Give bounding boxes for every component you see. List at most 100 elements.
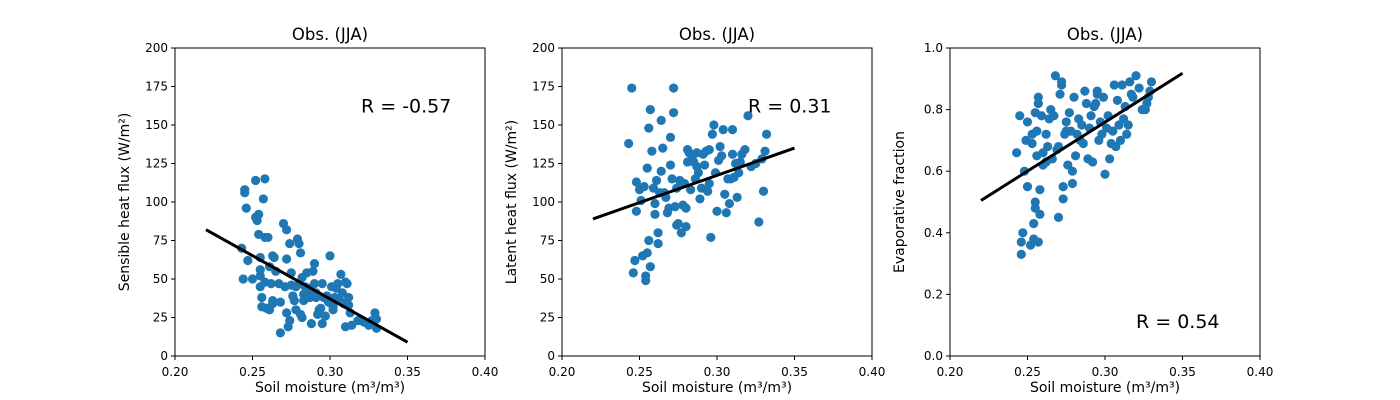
scatter-point — [1041, 129, 1051, 139]
scatter-point — [1131, 71, 1141, 81]
scatter-point — [1022, 182, 1033, 192]
scatter-point — [656, 166, 666, 176]
scatter-point — [309, 279, 320, 289]
correlation-annotation: R = -0.57 — [361, 96, 451, 118]
scatter-point — [707, 129, 717, 139]
y-tick-label: 25 — [540, 311, 555, 325]
y-tick-label: 0.6 — [924, 164, 943, 178]
regression-line — [205, 228, 409, 344]
y-tick-label: 200 — [145, 41, 168, 55]
scatter-point — [285, 238, 295, 249]
scatter-point — [1064, 108, 1074, 118]
scatter-point — [328, 302, 338, 312]
scatter-point — [693, 168, 704, 178]
chart-panel-3: 0.20 0.25 0.30 0.35 0.40 0.0 0.2 0.4 0.6 0.8 1.0 Ob… — [892, 25, 1273, 396]
scatter-point — [240, 185, 250, 195]
scatter-point — [241, 203, 251, 213]
scatter-point — [686, 185, 696, 195]
scatter-point — [320, 311, 330, 321]
x-tick-label: 0.25 — [239, 365, 266, 379]
scatter-point — [333, 279, 343, 289]
scatter-point — [631, 206, 642, 216]
scatter-point — [251, 175, 261, 186]
x-axis-label: Soil moisture (m³/m³) — [1030, 380, 1180, 396]
scatter-point — [289, 295, 299, 306]
scatter-point — [282, 308, 292, 318]
regression-line — [592, 146, 795, 221]
scatter-point — [734, 168, 744, 178]
scatter-point — [247, 274, 258, 284]
y-tick-label: 25 — [153, 311, 168, 325]
scatter-point — [650, 198, 660, 209]
scatter-point — [656, 115, 666, 125]
correlation-annotation: R = 0.54 — [1136, 311, 1220, 333]
scatter-point — [1122, 129, 1132, 139]
scatter-point — [631, 177, 642, 187]
y-tick-label: 1.0 — [924, 41, 943, 55]
x-axis-label: Soil moisture (m³/m³) — [642, 380, 792, 396]
scatter-point — [1146, 77, 1157, 87]
scatter-point — [268, 299, 278, 309]
scatter-point — [258, 194, 268, 204]
scatter-point — [1035, 209, 1045, 219]
regression-line — [980, 71, 1184, 202]
scatter-point — [762, 129, 772, 139]
scatter-point — [727, 125, 738, 135]
y-tick-label: 0.0 — [924, 349, 943, 363]
scatter-point — [1053, 212, 1064, 222]
scatter-point — [724, 198, 735, 209]
scatter-point — [673, 218, 683, 229]
scatter-point — [758, 186, 769, 196]
scatter-point — [1058, 182, 1068, 192]
y-tick-label: 0.2 — [924, 287, 943, 301]
scatter-point — [1016, 249, 1026, 259]
scatter-point — [715, 141, 725, 152]
scatter-point — [1128, 92, 1138, 102]
scatter-point — [667, 174, 677, 184]
y-tick-label: 0.8 — [924, 103, 943, 117]
scatter-point — [653, 238, 663, 249]
x-tick-label: 0.20 — [549, 365, 576, 379]
scatter-point — [1080, 86, 1090, 96]
scatter-point — [1027, 138, 1037, 149]
scatter-point — [317, 319, 327, 329]
scatter-point — [700, 160, 710, 170]
scatter-point — [266, 279, 276, 289]
scatter-point — [306, 319, 316, 329]
scatter-point — [645, 262, 655, 272]
scatter-point — [695, 194, 705, 204]
scatter-point — [1061, 117, 1071, 127]
scatter-point — [732, 192, 742, 202]
scatter-point — [1067, 178, 1078, 189]
points — [1012, 71, 1157, 259]
scatter-point — [371, 314, 382, 324]
scatter-point — [717, 151, 727, 161]
scatter-point — [316, 303, 326, 313]
points — [624, 83, 772, 286]
scatter-point — [644, 235, 654, 246]
scatter-point — [342, 279, 352, 289]
x-tick-label: 0.30 — [1092, 365, 1119, 379]
scatter-point — [238, 274, 248, 284]
scatter-point — [706, 232, 716, 243]
x-tick-label: 0.40 — [1247, 365, 1274, 379]
y-tick-label: 50 — [540, 272, 555, 286]
y-tick-label: 125 — [145, 157, 168, 171]
scatter-point — [1069, 92, 1079, 102]
scatter-point — [1108, 126, 1118, 136]
chart-panel-2: 0.20 0.25 0.30 0.35 0.40 0 25 50 75 100 125 150 175 2… — [504, 25, 885, 396]
x-axis-label: Soil moisture (m³/m³) — [255, 380, 405, 396]
scatter-point — [650, 209, 660, 219]
scatter-point — [254, 209, 264, 219]
scatter-point — [712, 206, 722, 216]
y-tick-label: 75 — [153, 234, 168, 248]
scatter-point — [1109, 80, 1119, 90]
scatter-point — [1123, 120, 1133, 130]
scatter-point — [1055, 89, 1065, 99]
scatter-point — [325, 251, 335, 261]
scatter-point — [297, 312, 307, 323]
scatter-point — [1033, 92, 1043, 102]
scatter-point — [760, 146, 770, 156]
scatter-point — [718, 125, 728, 135]
scatter-point — [642, 163, 652, 173]
